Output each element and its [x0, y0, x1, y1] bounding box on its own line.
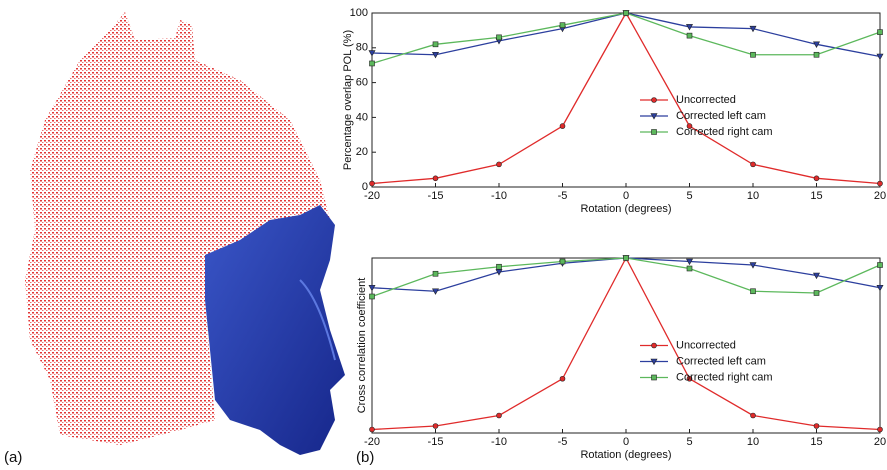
series-line [371, 12, 881, 65]
y-tick-label: 100 [350, 7, 368, 19]
legend-label: Corrected right cam [676, 371, 773, 383]
x-tick-label: 5 [686, 436, 692, 448]
marker [623, 255, 629, 261]
marker [369, 426, 375, 433]
legend-label: Corrected left cam [676, 355, 766, 367]
y-axis-label: Cross correlation coefficient [356, 278, 368, 414]
series-line [371, 12, 881, 58]
x-tick-label: 15 [810, 436, 822, 448]
marker [686, 265, 693, 272]
y-tick-label: 20 [356, 146, 368, 158]
x-tick-label: 0 [623, 436, 629, 448]
x-tick-label: -15 [428, 436, 444, 448]
marker [686, 32, 693, 39]
x-tick-label: 10 [747, 436, 759, 448]
marker [496, 263, 502, 270]
marker [651, 97, 657, 103]
x-tick-label: -10 [491, 436, 507, 448]
marker [559, 123, 566, 129]
x-tick-label: 10 [747, 190, 759, 202]
marker [812, 272, 821, 280]
marker [749, 25, 757, 33]
marker [431, 288, 440, 295]
x-tick-label: 20 [874, 436, 886, 448]
marker [876, 53, 884, 61]
marker [686, 375, 693, 382]
y-axis-label: Percentage overlap POL (%) [342, 30, 354, 170]
x-tick-label: 0 [623, 190, 629, 202]
marker [369, 60, 375, 67]
y-tick-label: 60 [356, 77, 368, 89]
marker [812, 41, 821, 48]
marker [432, 423, 439, 429]
legend-label: Corrected right cam [676, 126, 773, 138]
marker [651, 342, 657, 349]
series-line [371, 257, 881, 292]
marker [650, 358, 658, 366]
marker [369, 180, 375, 187]
marker [559, 258, 566, 265]
plot-frame [371, 12, 881, 188]
series-line [371, 256, 881, 431]
point-cloud-image [25, 12, 345, 455]
x-tick-label: -20 [364, 190, 380, 202]
series-line [371, 257, 881, 298]
marker [877, 29, 883, 35]
x-tick-label: 5 [686, 190, 692, 202]
marker [623, 10, 629, 16]
marker [559, 375, 566, 382]
marker [685, 24, 694, 31]
marker [432, 175, 439, 182]
marker [877, 426, 883, 433]
marker [368, 50, 376, 57]
marker [559, 22, 566, 28]
marker [650, 113, 658, 120]
x-tick-label: -5 [558, 436, 568, 448]
panel-label: (a) [4, 449, 22, 466]
marker [432, 270, 439, 277]
marker [750, 412, 756, 419]
legend-label: Uncorrected [676, 94, 736, 106]
x-tick-label: -10 [491, 190, 507, 202]
marker [651, 374, 657, 381]
marker [877, 180, 883, 187]
marker [813, 423, 820, 429]
x-tick-label: 20 [874, 190, 886, 202]
y-tick-label: 80 [356, 42, 368, 54]
marker [432, 41, 439, 48]
x-tick-label: -15 [428, 190, 444, 202]
series-line [371, 11, 881, 185]
marker [750, 51, 756, 58]
marker [496, 34, 502, 41]
marker [750, 288, 756, 295]
marker [368, 284, 376, 292]
y-tick-label: 0 [362, 181, 368, 193]
marker [750, 161, 756, 168]
marker [749, 262, 757, 269]
y-tick-label: 40 [356, 111, 368, 123]
marker [813, 175, 820, 182]
x-axis-label: Rotation (degrees) [580, 203, 671, 215]
x-tick-label: 15 [810, 190, 822, 202]
legend-label: Uncorrected [676, 339, 736, 351]
marker [651, 129, 657, 135]
panel-label: (b) [356, 449, 374, 466]
marker [431, 51, 440, 59]
marker [813, 51, 820, 58]
plot-frame [371, 257, 881, 434]
marker [877, 262, 883, 268]
marker [369, 293, 375, 300]
x-axis-label: Rotation (degrees) [580, 449, 671, 461]
x-tick-label: -20 [364, 436, 380, 448]
marker [876, 284, 884, 292]
marker [686, 123, 693, 129]
marker [496, 161, 502, 168]
marker [496, 412, 502, 419]
marker [813, 290, 820, 296]
x-tick-label: -5 [558, 190, 568, 202]
legend-label: Corrected left cam [676, 110, 766, 122]
marker [685, 258, 694, 266]
